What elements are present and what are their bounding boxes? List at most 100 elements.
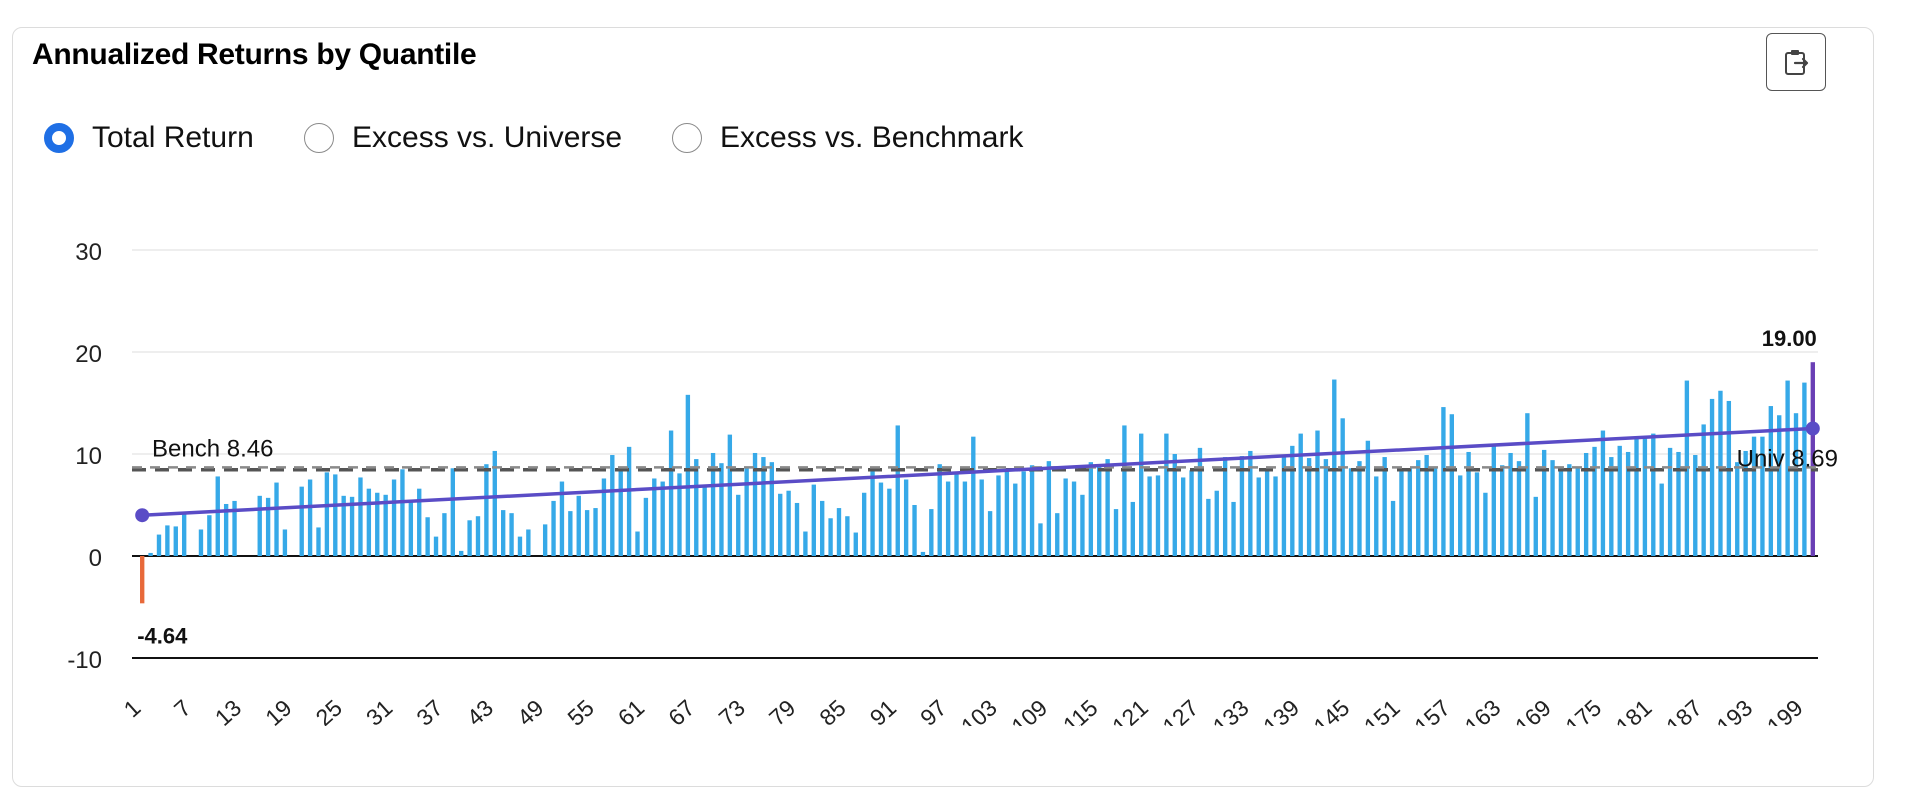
bar <box>853 532 858 556</box>
bar <box>1013 483 1018 556</box>
x-tick-label: 151 <box>1359 694 1405 726</box>
x-tick-label: 139 <box>1258 694 1304 726</box>
bar <box>257 495 262 556</box>
bar <box>215 476 220 556</box>
bar <box>559 481 565 556</box>
bar <box>861 492 867 556</box>
bar <box>1029 465 1035 556</box>
radio-button-excess-universe[interactable] <box>304 123 334 153</box>
bar <box>1080 494 1085 556</box>
x-tick-label: 79 <box>764 694 800 726</box>
bar <box>1306 458 1312 556</box>
bar <box>1693 455 1698 556</box>
bar <box>1491 445 1496 556</box>
bar <box>1348 468 1354 556</box>
bar <box>761 457 766 556</box>
radio-button-total-return[interactable] <box>44 123 74 153</box>
bar <box>736 494 741 556</box>
bar <box>391 479 397 556</box>
bar <box>1567 464 1572 556</box>
x-tick-label: 163 <box>1460 694 1506 726</box>
bar <box>626 446 632 556</box>
bar <box>962 481 968 556</box>
bar <box>1709 398 1715 556</box>
bar <box>1483 492 1488 556</box>
bar <box>542 524 548 556</box>
bar <box>887 488 892 556</box>
bar <box>601 478 607 556</box>
bar <box>660 481 665 556</box>
bar <box>1139 433 1144 556</box>
bar <box>1147 476 1152 556</box>
bar <box>517 536 523 556</box>
radio-label-total-return: Total Return <box>92 121 254 154</box>
bar <box>1533 496 1538 556</box>
bar <box>148 552 153 556</box>
bar <box>165 525 170 556</box>
bar <box>1609 457 1614 556</box>
bar <box>803 531 808 556</box>
bar <box>987 511 993 556</box>
bar <box>433 536 439 556</box>
bar <box>1701 424 1706 556</box>
bar <box>173 526 178 556</box>
bar <box>635 531 640 556</box>
export-button[interactable] <box>1766 33 1826 91</box>
bar <box>1760 436 1765 556</box>
bar <box>1667 447 1673 556</box>
bar <box>156 534 162 556</box>
bar <box>509 513 514 556</box>
bar <box>702 485 707 556</box>
trend-end-point <box>1805 421 1820 436</box>
bar <box>316 527 321 556</box>
bar <box>1516 461 1522 556</box>
bar <box>719 463 724 556</box>
bar <box>845 516 850 556</box>
bar <box>324 472 330 556</box>
y-tick-label: 30 <box>75 239 102 266</box>
bar <box>1508 452 1513 556</box>
bar <box>1256 477 1261 556</box>
radio-button-excess-benchmark[interactable] <box>672 123 702 153</box>
bar <box>1004 471 1010 556</box>
bar <box>677 473 682 556</box>
bar <box>307 479 313 556</box>
radio-excess-benchmark[interactable]: Excess vs. Benchmark <box>672 118 1023 158</box>
bar <box>945 481 951 556</box>
bar <box>1625 451 1631 556</box>
bench-label: Bench 8.46 <box>152 436 273 463</box>
bar <box>358 477 363 556</box>
bar <box>223 503 229 556</box>
bar <box>979 479 984 556</box>
bar <box>265 497 271 556</box>
bar <box>1206 498 1211 556</box>
x-tick-label: 31 <box>361 694 397 726</box>
bar <box>912 505 917 556</box>
y-tick-label: 10 <box>75 443 102 470</box>
x-tick-label: 121 <box>1107 694 1153 726</box>
bar <box>584 510 590 556</box>
bar <box>1063 478 1068 556</box>
bar <box>1474 472 1480 556</box>
bar <box>1180 477 1186 556</box>
bar <box>828 518 833 556</box>
bar <box>1651 433 1656 556</box>
radio-total-return[interactable]: Total Return <box>44 118 254 158</box>
bar <box>710 452 716 556</box>
bar <box>1659 483 1664 556</box>
bar <box>1525 413 1530 556</box>
bar <box>1424 455 1429 556</box>
bar <box>652 478 657 556</box>
bar <box>484 464 489 556</box>
bar <box>769 462 775 556</box>
bar <box>820 500 825 556</box>
x-tick-label: 145 <box>1309 694 1355 726</box>
bar <box>207 515 212 556</box>
bar <box>500 510 506 556</box>
bar <box>1130 501 1135 556</box>
radio-excess-universe[interactable]: Excess vs. Universe <box>304 118 622 158</box>
bar <box>1155 475 1161 556</box>
bar <box>282 529 288 556</box>
bar <box>1541 449 1547 556</box>
bar <box>450 468 455 556</box>
